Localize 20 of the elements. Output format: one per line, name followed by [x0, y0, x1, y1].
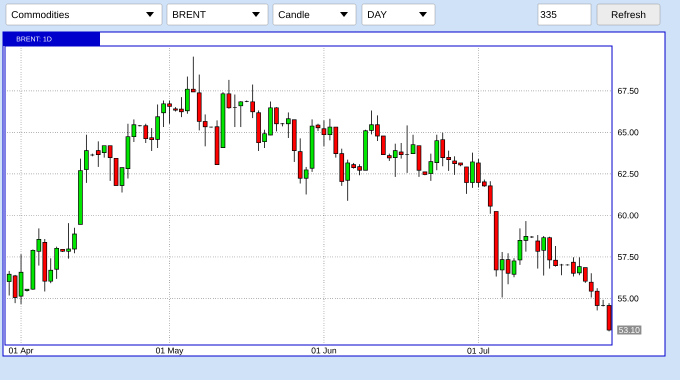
x-tick-label: 01 Apr [8, 348, 34, 356]
x-tick-label: 01 Jun [312, 348, 336, 354]
x-tick-label: 01 May [156, 348, 184, 356]
y-tick-label: 65.00 [618, 129, 638, 136]
text: 53.10 [619, 327, 640, 334]
y-tick-label: 55.00 [618, 295, 638, 302]
y-tick-label: 57.50 [618, 254, 638, 260]
candlestick [250, 84, 255, 118]
y-tick-label: 62.50 [618, 170, 638, 177]
candlestick [238, 100, 244, 128]
text: Candle [278, 10, 310, 18]
text: Commodities [12, 10, 69, 18]
candlestick [84, 134, 89, 184]
text: BRENT [173, 11, 206, 18]
text: Refresh [612, 10, 646, 18]
x-tick-label: 01 Jul [467, 348, 490, 354]
text: DAY [368, 11, 387, 18]
text: 335 [540, 10, 556, 18]
y-tick-label: 60.00 [618, 212, 638, 218]
y-tick-label: 67.50 [618, 88, 638, 94]
